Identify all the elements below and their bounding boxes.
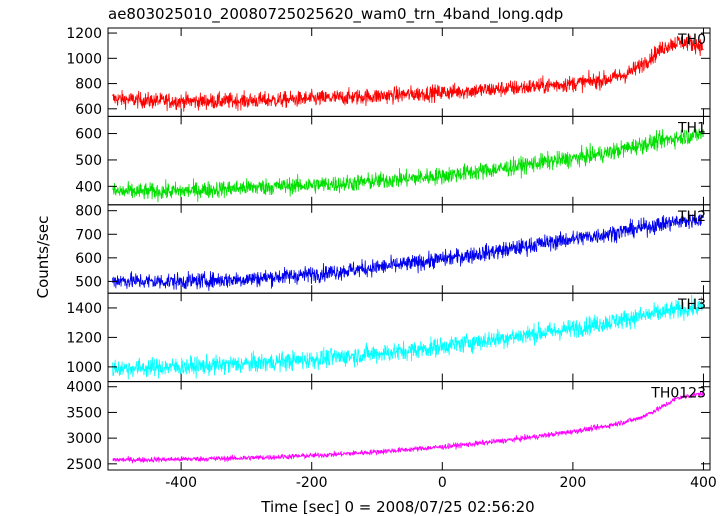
series-line-th0 <box>112 35 704 112</box>
y-tick-label: 600 <box>75 251 102 267</box>
y-tick-label: 600 <box>75 102 102 118</box>
y-tick-label: 1000 <box>66 360 102 376</box>
panel-th0: 600 800 1000 1200 TH0 <box>66 26 711 118</box>
panel-th1: 400 500 600 TH1 <box>75 115 711 206</box>
panel-th3: 1000 1200 1400 TH3 <box>66 292 711 383</box>
y-tick-label: 500 <box>75 274 102 290</box>
y-tick-label: 4000 <box>66 380 102 396</box>
panel-th2: 500 600 700 800 TH2 <box>75 204 711 294</box>
panels-group: 600 800 1000 1200 TH0 400 500 600 TH1 500 600 700 80… <box>66 26 716 491</box>
x-tick-label: 200 <box>560 475 587 491</box>
x-tick-label: -200 <box>296 475 328 491</box>
x-axis-label: Time [sec] 0 = 2008/07/25 02:56:20 <box>260 498 534 516</box>
y-tick-label: 3000 <box>66 431 102 447</box>
series-line-th3 <box>112 294 704 380</box>
series-line-th0123 <box>112 390 704 464</box>
panel-frame <box>107 381 711 471</box>
y-tick-label: 800 <box>75 204 102 220</box>
x-tick-label: 0 <box>438 475 447 491</box>
x-tick-label: -400 <box>165 475 197 491</box>
panel-th0123: 2500 3000 3500 4000 TH0123 <box>66 380 711 473</box>
series-label-th1: TH1 <box>677 120 706 136</box>
y-tick-label: 1000 <box>66 51 102 67</box>
x-tick-label: 400 <box>690 475 717 491</box>
chart-title: ae803025010_20080725025620_wam0_trn_4ban… <box>108 5 563 24</box>
y-tick-label: 3500 <box>66 405 102 421</box>
y-axis-label: Counts/sec <box>34 216 52 299</box>
series-line-th1 <box>112 128 704 203</box>
y-tick-label: 1200 <box>66 26 102 42</box>
y-tick-label: 2500 <box>66 457 102 473</box>
series-line-th2 <box>112 211 704 291</box>
y-tick-label: 400 <box>75 179 102 195</box>
y-tick-label: 700 <box>75 227 102 243</box>
y-tick-label: 600 <box>75 127 102 143</box>
y-tick-label: 1200 <box>66 330 102 346</box>
series-label-th0123: TH0123 <box>650 386 706 402</box>
y-tick-label: 800 <box>75 77 102 93</box>
y-tick-label: 1400 <box>66 301 102 317</box>
series-label-th3: TH3 <box>677 297 706 313</box>
y-tick-label: 500 <box>75 153 102 169</box>
series-label-th2: TH2 <box>677 209 706 225</box>
series-label-th0: TH0 <box>677 32 706 48</box>
